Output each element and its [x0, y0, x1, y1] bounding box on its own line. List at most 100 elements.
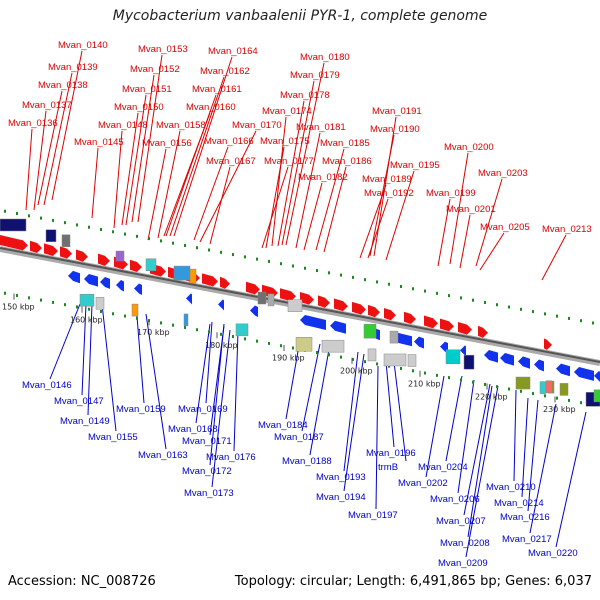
tick-dot-lower [76, 305, 78, 309]
bottom-leader-line [343, 353, 365, 492]
top-leader-line [271, 116, 287, 247]
reverse-gene-arrow [534, 359, 544, 372]
reverse-gene-arrow [250, 305, 258, 318]
feature-box [61, 234, 71, 248]
bottom-gene-label: Mvan_0209 [438, 558, 488, 569]
tick-dot-upper [544, 312, 546, 316]
scale-label: 180 kbp [205, 341, 238, 350]
top-leader-line [449, 152, 469, 265]
forward-gene-arrow [404, 311, 416, 325]
tick-dot-lower [580, 401, 582, 405]
feature-box [115, 250, 125, 262]
top-gene-label: Mvan_0148 [98, 120, 148, 131]
feature-box [321, 339, 345, 353]
bottom-gene-label: Mvan_0214 [494, 498, 544, 509]
reverse-gene-arrow [484, 349, 498, 363]
tick-dot-lower [400, 367, 402, 370]
top-leader-line [277, 100, 305, 247]
feature-box [267, 293, 275, 307]
top-leader-line [173, 56, 233, 237]
tick-dot-lower [544, 394, 546, 398]
bottom-leader-line [385, 361, 395, 448]
bottom-leader-line [81, 303, 87, 396]
bottom-leader-line [465, 385, 499, 558]
scale-label: 170 kbp [137, 328, 170, 337]
top-leader-line [261, 166, 289, 249]
tick-dot-upper [16, 212, 18, 216]
top-leader-line [157, 130, 181, 239]
bottom-leader-line [529, 403, 557, 534]
bottom-gene-label: Mvan_0155 [88, 432, 138, 443]
tick-dot-upper [160, 239, 162, 243]
tick-dot-upper [76, 223, 78, 227]
tick-dot-lower [112, 312, 114, 316]
bottom-leader-line [393, 361, 407, 462]
forward-gene-arrow [280, 288, 296, 302]
tick-dot-upper [268, 259, 270, 263]
forward-gene-arrow [246, 281, 260, 295]
tick-dot-upper [592, 321, 594, 325]
tick-dot-lower [412, 369, 414, 373]
tick-dot-lower [364, 360, 366, 364]
forward-gene-arrow [98, 253, 110, 266]
forward-gene-arrow [478, 325, 488, 338]
tick-dot-upper [4, 209, 6, 213]
feature-box [45, 229, 57, 242]
feature-box [593, 389, 600, 403]
bottom-leader-line [145, 313, 167, 450]
tick-dot-upper [220, 250, 222, 254]
tick-dot-upper [124, 232, 126, 236]
bottom-gene-label: Mvan_0169 [178, 404, 228, 415]
top-leader-line [315, 148, 345, 251]
bottom-leader-line [375, 365, 379, 510]
tick-dot-upper [352, 275, 354, 279]
tick-dot-upper [232, 253, 234, 257]
forward-gene-arrow [220, 276, 230, 289]
tick-dot-lower [256, 339, 258, 343]
tick-dot-upper [376, 280, 378, 284]
feature-box [0, 218, 27, 232]
bottom-leader-line [309, 343, 331, 456]
top-gene-label: Mvan_0203 [478, 168, 528, 179]
feature-box [559, 383, 569, 396]
tick-dot-lower [424, 371, 426, 375]
tick-dot-upper [568, 316, 570, 320]
top-gene-label: Mvan_0167 [206, 156, 256, 167]
tick-dot-upper [256, 257, 258, 261]
top-gene-label: Mvan_0160 [186, 102, 236, 113]
feature-box [389, 330, 399, 344]
top-gene-label: Mvan_0185 [320, 138, 370, 149]
bottom-gene-label: Mvan_0187 [274, 432, 324, 443]
forward-gene-arrow [30, 240, 42, 253]
tick-dot-upper [136, 234, 138, 238]
top-leader-line [437, 198, 451, 267]
top-gene-label: Mvan_0161 [192, 84, 242, 95]
top-gene-label: Mvan_0178 [280, 90, 330, 101]
top-leader-line [459, 214, 471, 269]
feature-box [295, 336, 313, 352]
tick-dot-upper [496, 303, 498, 307]
tick-dot-upper [52, 218, 54, 222]
top-leader-line [281, 80, 315, 246]
tick-dot-lower [316, 351, 318, 355]
top-leader-line [323, 166, 347, 253]
top-gene-label: Mvan_0139 [48, 62, 98, 73]
top-leader-line [193, 146, 229, 241]
top-leader-line [33, 110, 47, 211]
top-gene-label: Mvan_0170 [232, 120, 282, 131]
bottom-leader-line [513, 389, 517, 482]
feature-box [539, 381, 547, 394]
tick-dot-upper [436, 291, 438, 295]
bottom-leader-line [211, 329, 231, 488]
tick-dot-upper [388, 282, 390, 286]
top-leader-line [113, 130, 123, 229]
tick-dot-upper [472, 298, 474, 302]
scale-label: 230 kbp [543, 405, 576, 414]
reverse-gene-arrow [100, 277, 110, 289]
accession-text: Accession: NC_008726 [8, 574, 156, 589]
tick-dot-upper [532, 310, 534, 314]
forward-gene-arrow [0, 235, 28, 251]
scale-label: 210 kbp [408, 380, 441, 389]
reverse-gene-arrow [186, 293, 192, 305]
